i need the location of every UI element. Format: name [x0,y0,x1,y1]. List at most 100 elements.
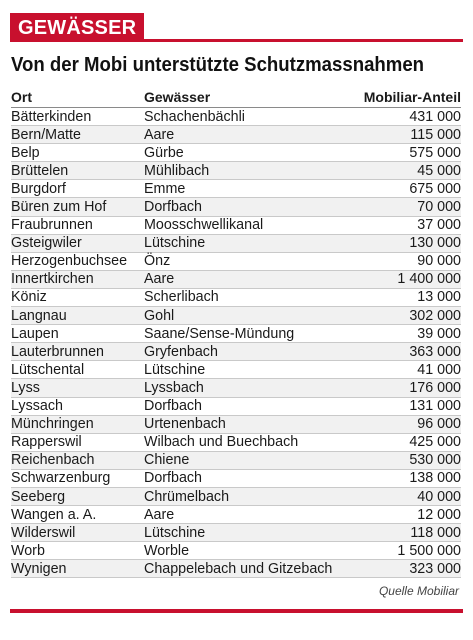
cell-anteil: 41 000 [417,361,461,378]
page-title: Von der Mobi unterstützte Schutzmassnahm… [11,54,425,76]
cell-ort: Rapperswil [11,434,82,451]
table-row: Wangen a. A. Aare 12 000 [11,506,461,525]
table-row: Lyssach Dorfbach 131 000 [11,398,461,416]
table-row: Herzogenbuchsee Önz 90 000 [11,253,461,271]
cell-anteil: 40 000 [417,488,461,505]
cell-gewaesser: Dorfbach [144,398,203,415]
column-header-anteil: Mobiliar-Anteil [363,88,461,105]
cell-anteil: 302 000 [409,307,461,324]
cell-ort: Schwarzenburg [11,470,111,487]
cell-anteil: 363 000 [409,343,461,360]
cell-ort: Reichenbach [11,452,95,469]
bottom-rule [10,609,463,613]
table-body: Bätterkinden Schachenbächli 431 000 Bern/Ma… [11,108,461,579]
column-header-gewaesser: Gewässer [144,88,211,105]
cell-anteil: 90 000 [417,253,461,270]
table-row: Schwarzenburg Dorfbach 138 000 [11,470,461,488]
cell-anteil: 575 000 [409,144,461,161]
cell-anteil: 138 000 [409,470,461,487]
cell-ort: Innertkirchen [11,271,94,288]
source-note: Quelle Mobiliar [378,584,459,598]
cell-anteil: 37 000 [417,217,461,234]
cell-gewaesser: Lyssbach [144,379,204,396]
table-row: Burgdorf Emme 675 000 [11,180,461,199]
cell-anteil: 131 000 [409,398,461,415]
cell-anteil: 70 000 [417,199,461,216]
cell-anteil: 425 000 [409,434,461,451]
column-header-ort: Ort [11,88,32,105]
cell-gewaesser: Lütschine [144,361,206,378]
table-row: Wynigen Chappelebach und Gitzebach 323 000 [11,560,461,579]
table-row: Worb Worble 1 500 000 [11,542,461,561]
cell-gewaesser: Emme [144,180,186,197]
cell-ort: Lyssach [11,398,63,415]
section-tag: GEWÄSSER [10,13,145,42]
cell-ort: Wangen a. A. [11,506,97,523]
cell-ort: Lauterbrunnen [11,343,105,360]
cell-ort: Belp [11,144,40,161]
table-row: Lütschental Lütschine 41 000 [11,361,461,380]
table-row: Langnau Gohl 302 000 [11,307,461,326]
cell-ort: Bern/Matte [11,126,81,143]
cell-anteil: 115 000 [410,126,461,143]
table-row: Brüttelen Mühlibach 45 000 [11,162,461,181]
cell-gewaesser: Aare [144,126,175,143]
table-row: Wilderswil Lütschine 118 000 [11,524,461,543]
cell-gewaesser: Saane/Sense-Mündung [144,325,295,342]
cell-ort: Lyss [11,379,40,396]
cell-ort: Bätterkinden [11,108,92,125]
cell-gewaesser: Chiene [144,452,190,469]
cell-gewaesser: Dorfbach [144,199,203,216]
cell-anteil: 130 000 [409,235,461,252]
cell-ort: Gsteigwiler [11,235,82,252]
table-row: Belp Gürbe 575 000 [11,144,461,163]
table-row: Büren zum Hof Dorfbach 70 000 [11,198,461,217]
cell-anteil: 12 000 [417,506,461,523]
cell-ort: Seeberg [11,488,66,505]
cell-gewaesser: Wilbach und Buechbach [144,434,299,451]
cell-gewaesser: Önz [144,253,171,270]
cell-gewaesser: Lütschine [144,524,206,541]
table-header: Ort Gewässer Mobiliar-Anteil [11,86,461,108]
cell-gewaesser: Moosschwellikanal [144,217,264,234]
cell-gewaesser: Gürbe [144,144,184,161]
cell-anteil: 1 400 000 [397,271,461,288]
cell-anteil: 176 000 [409,379,461,396]
cell-anteil: 96 000 [417,416,461,433]
data-table: Ort Gewässer Mobiliar-Anteil Bätterkinde… [11,86,461,579]
cell-gewaesser: Scherlibach [144,289,219,306]
cell-ort: Wynigen [11,560,67,577]
cell-ort: Köniz [11,289,47,306]
cell-anteil: 13 000 [417,289,461,306]
cell-gewaesser: Dorfbach [144,470,203,487]
cell-gewaesser: Gohl [144,307,175,324]
cell-anteil: 1 500 000 [397,542,461,559]
cell-anteil: 118 000 [410,524,461,541]
cell-gewaesser: Urtenenbach [144,416,226,433]
cell-ort: Burgdorf [11,180,66,197]
cell-ort: Münchringen [11,416,94,433]
cell-gewaesser: Lütschine [144,235,206,252]
cell-gewaesser: Chrümelbach [144,488,230,505]
cell-gewaesser: Mühlibach [144,162,210,179]
table-row: Gsteigwiler Lütschine 130 000 [11,234,461,253]
table-row: Münchringen Urtenenbach 96 000 [11,415,461,434]
cell-anteil: 675 000 [409,180,461,197]
table-row: Lyss Lyssbach 176 000 [11,379,461,398]
table-row: Bätterkinden Schachenbächli 431 000 [11,108,461,127]
cell-ort: Laupen [11,325,59,342]
cell-gewaesser: Gryfenbach [144,343,218,360]
table-row: Rapperswil Wilbach und Buechbach 425 000 [11,434,461,452]
cell-gewaesser: Aare [144,271,175,288]
cell-anteil: 431 000 [409,108,461,125]
cell-gewaesser: Aare [144,506,175,523]
cell-ort: Langnau [11,307,67,324]
table-row: Innertkirchen Aare 1 400 000 [11,270,461,289]
cell-anteil: 323 000 [409,560,461,577]
table-row: Laupen Saane/Sense-Mündung 39 000 [11,325,461,344]
table-row: Seeberg Chrümelbach 40 000 [11,487,461,507]
cell-anteil: 530 000 [409,452,461,469]
table-row: Bern/Matte Aare 115 000 [11,126,461,145]
table-row: Fraubrunnen Moosschwellikanal 37 000 [11,217,461,235]
cell-gewaesser: Chappelebach und Gitzebach [144,560,333,577]
